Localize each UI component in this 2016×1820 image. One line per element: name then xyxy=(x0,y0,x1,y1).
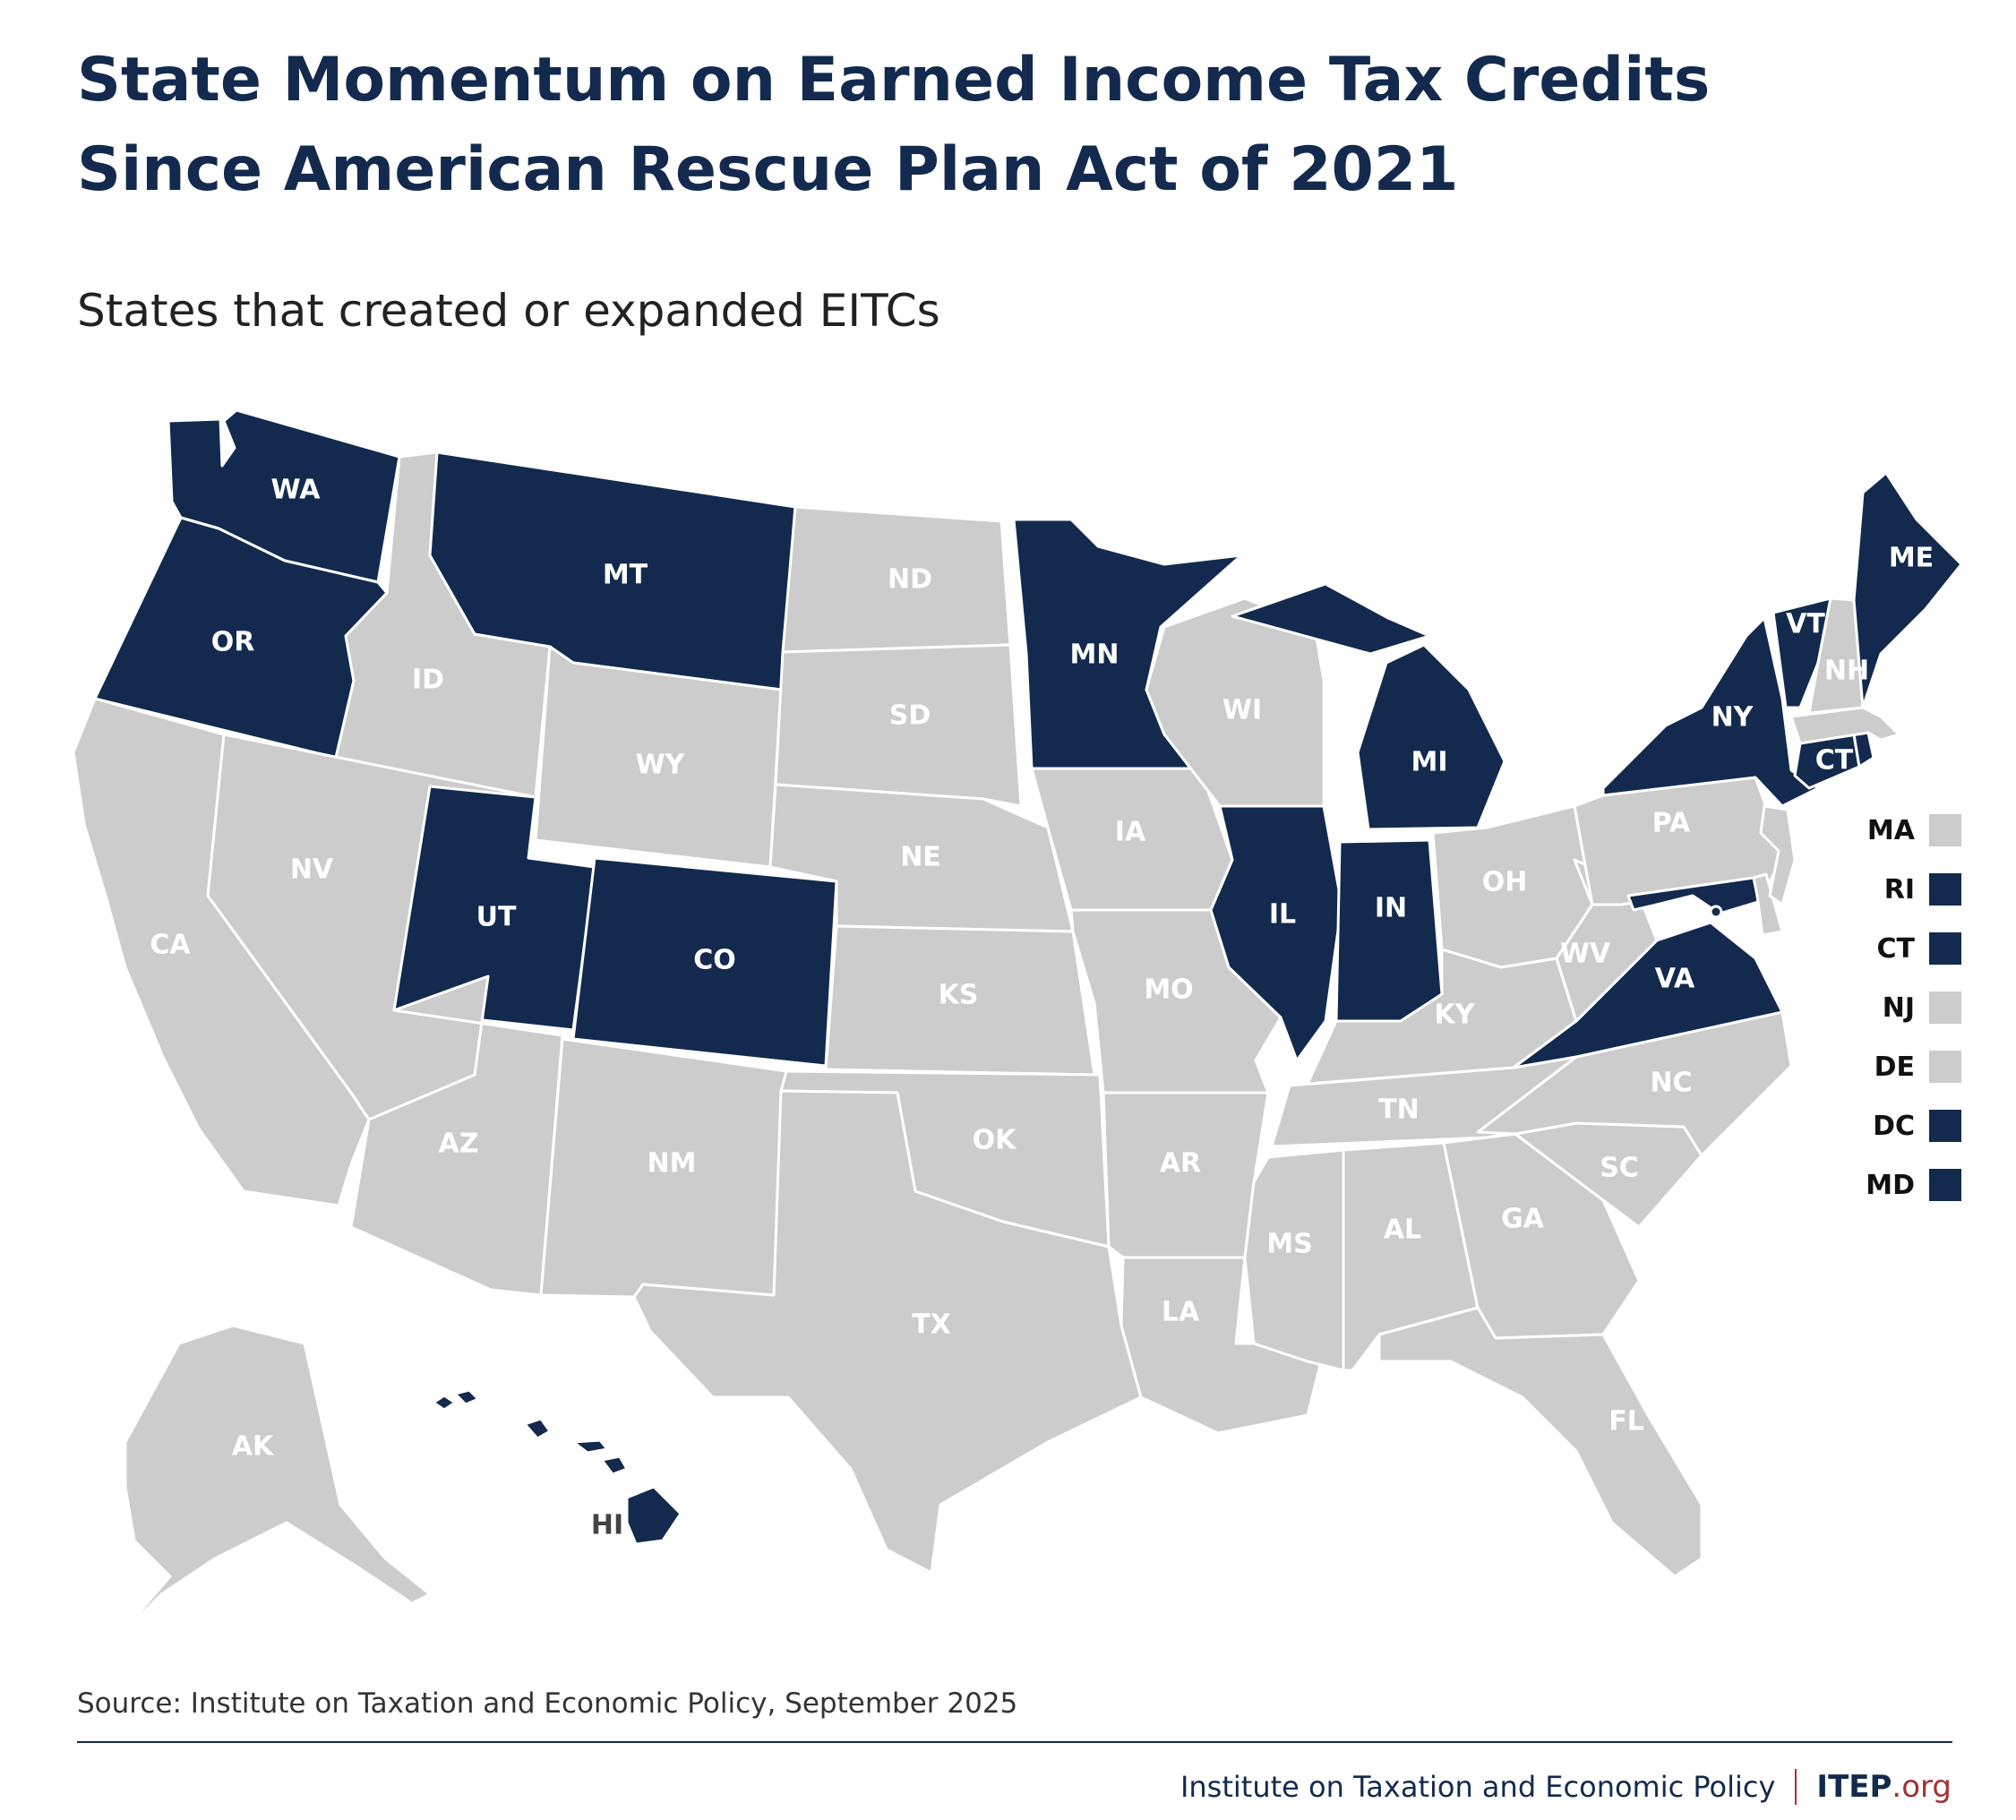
state-label-mn: MN xyxy=(1070,640,1120,671)
state-label-tx: TX xyxy=(912,1309,951,1341)
footer-org-name: Institute on Taxation and Economic Polic… xyxy=(1180,1770,1776,1804)
state-label-ks: KS xyxy=(939,980,979,1011)
state-label-ar: AR xyxy=(1160,1148,1201,1180)
states-layer xyxy=(72,408,1963,1641)
state-label-ga: GA xyxy=(1501,1204,1545,1235)
state-label-pa: PA xyxy=(1652,808,1691,839)
state-nj xyxy=(1759,804,1797,906)
state-label-ny: NY xyxy=(1711,702,1754,734)
legend-item-md: MD xyxy=(1854,1155,1961,1215)
state-label-fl: FL xyxy=(1609,1406,1644,1438)
state-la xyxy=(1120,1256,1327,1435)
state-mn xyxy=(1012,518,1243,770)
legend-label-dc: DC xyxy=(1873,1110,1915,1142)
itep-logo: ITEP.org xyxy=(1816,1769,1952,1805)
state-il xyxy=(1209,804,1343,1062)
state-label-nv: NV xyxy=(290,854,334,886)
state-label-wa: WA xyxy=(271,475,322,506)
legend-swatch-dc xyxy=(1929,1110,1961,1142)
title-line-2: Since American Rescue Plan Act of 2021 xyxy=(77,134,1459,205)
state-label-or: OR xyxy=(211,627,255,658)
state-label-vt: VT xyxy=(1786,609,1825,640)
state-label-va: VA xyxy=(1655,964,1695,995)
state-ak xyxy=(115,1324,432,1641)
state-label-ia: IA xyxy=(1115,817,1146,848)
title-line-1: State Momentum on Earned Income Tax Cred… xyxy=(77,45,1711,116)
legend-item-ma: MA xyxy=(1854,801,1961,860)
state-label-sd: SD xyxy=(889,700,931,732)
state-label-ct: CT xyxy=(1815,745,1854,777)
state-label-ak: AK xyxy=(232,1431,275,1463)
state-mi xyxy=(1231,582,1506,831)
state-de xyxy=(1752,872,1784,937)
state-label-ut: UT xyxy=(476,902,517,933)
state-label-ca: CA xyxy=(150,930,191,961)
map-title: State Momentum on Earned Income Tax Cred… xyxy=(77,36,1976,215)
state-label-id: ID xyxy=(412,665,444,696)
state-label-nh: NH xyxy=(1824,656,1869,687)
legend-swatch-ma xyxy=(1929,814,1961,846)
state-label-tn: TN xyxy=(1378,1095,1420,1126)
state-tx xyxy=(632,1089,1143,1575)
state-label-in: IN xyxy=(1375,893,1407,924)
footer: Institute on Taxation and Economic Polic… xyxy=(1180,1766,1952,1807)
legend-swatch-ct xyxy=(1929,932,1961,965)
state-wy xyxy=(534,645,783,869)
state-me xyxy=(1852,471,1963,709)
map-subtitle: States that created or expanded EITCs xyxy=(77,285,940,337)
state-label-ne: NE xyxy=(900,842,941,873)
state-label-mi: MI xyxy=(1411,747,1447,778)
legend-item-dc: DC xyxy=(1854,1096,1961,1155)
state-label-wi: WI xyxy=(1222,695,1262,726)
state-label-wy: WY xyxy=(636,750,686,781)
state-ny xyxy=(1601,616,1820,808)
source-note: Source: Institute on Taxation and Econom… xyxy=(77,1687,1018,1720)
state-label-nd: ND xyxy=(888,564,932,596)
state-fl xyxy=(1377,1306,1703,1578)
footer-divider xyxy=(77,1741,1952,1743)
state-label-hi: HI xyxy=(591,1510,623,1541)
state-label-ky: KY xyxy=(1435,1000,1476,1031)
legend-label-ma: MA xyxy=(1866,814,1915,846)
state-label-oh: OH xyxy=(1482,867,1528,898)
legend-item-nj: NJ xyxy=(1854,978,1961,1037)
legend-item-ct: CT xyxy=(1854,919,1961,978)
footer-separator xyxy=(1795,1769,1797,1805)
legend-item-ri: RI xyxy=(1854,860,1961,919)
legend-swatch-de xyxy=(1929,1051,1961,1083)
small-states-legend: MA RI CT NJ DE DC MD xyxy=(1854,801,1961,1215)
state-label-nc: NC xyxy=(1650,1068,1692,1099)
state-label-ms: MS xyxy=(1266,1229,1312,1260)
state-label-nm: NM xyxy=(648,1148,697,1180)
state-label-la: LA xyxy=(1162,1297,1200,1328)
state-sd xyxy=(774,643,1023,808)
state-hi xyxy=(432,1388,682,1546)
labels-layer: WA OR CA ID NV MT WY UT AZ CO NM ND SD NE KS OK TX MN IA MO… xyxy=(150,475,1934,1541)
state-vt xyxy=(1772,597,1832,709)
state-label-ok: OK xyxy=(973,1125,1018,1156)
state-label-al: AL xyxy=(1384,1215,1421,1246)
state-dc xyxy=(1709,905,1723,919)
legend-swatch-ri xyxy=(1929,873,1961,906)
legend-item-de: DE xyxy=(1854,1037,1961,1096)
legend-label-nj: NJ xyxy=(1882,992,1915,1024)
state-label-az: AZ xyxy=(439,1129,479,1160)
legend-swatch-nj xyxy=(1929,992,1961,1024)
legend-label-ri: RI xyxy=(1883,873,1915,906)
legend-swatch-md xyxy=(1929,1169,1961,1201)
legend-label-md: MD xyxy=(1866,1169,1915,1201)
state-label-co: CO xyxy=(693,945,736,976)
state-in xyxy=(1334,838,1444,1023)
state-label-sc: SC xyxy=(1600,1153,1639,1184)
state-label-wv: WV xyxy=(1560,939,1611,970)
state-ma xyxy=(1789,706,1900,745)
state-label-mt: MT xyxy=(603,560,648,591)
legend-label-ct: CT xyxy=(1876,932,1915,965)
state-ms xyxy=(1243,1148,1345,1372)
legend-label-de: DE xyxy=(1874,1051,1915,1083)
state-label-mo: MO xyxy=(1144,974,1193,1006)
state-label-il: IL xyxy=(1269,899,1296,931)
state-label-me: ME xyxy=(1889,543,1934,574)
